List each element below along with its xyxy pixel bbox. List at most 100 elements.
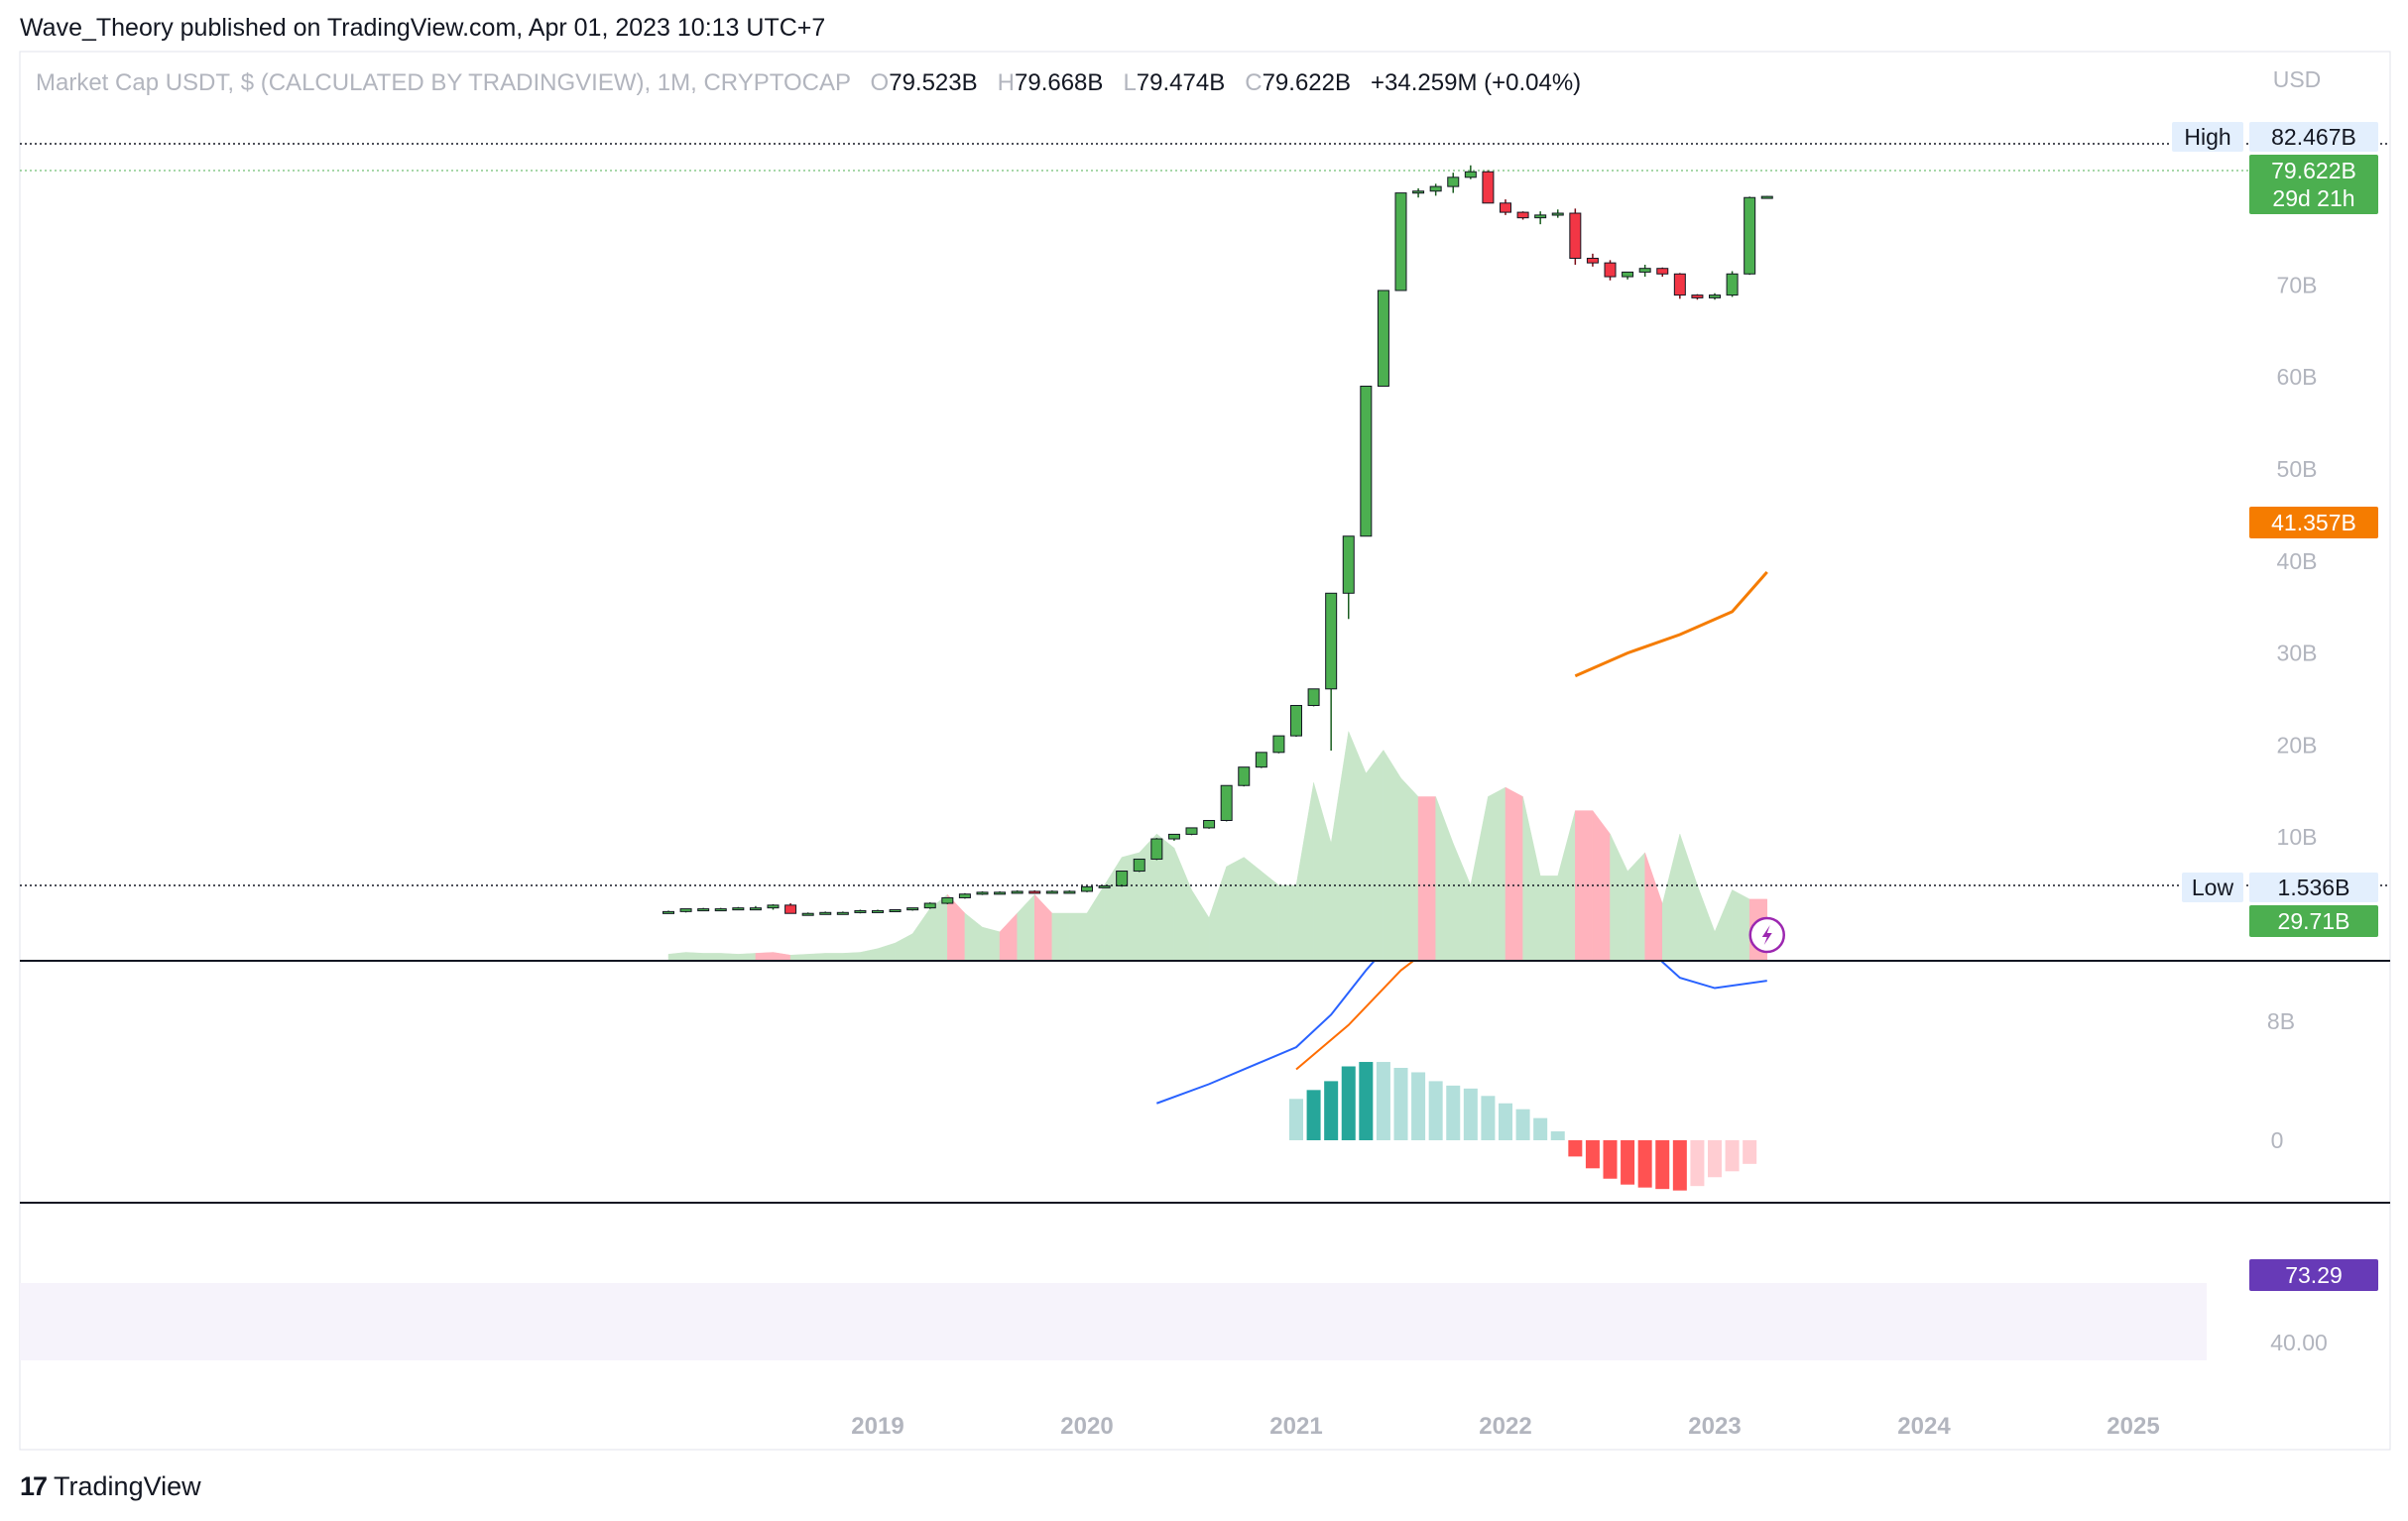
candle-body xyxy=(1656,268,1669,275)
time-axis-tick: 2020 xyxy=(1060,1413,1113,1440)
macd-histogram-bar xyxy=(1306,1090,1321,1140)
last-price-box xyxy=(2249,155,2378,214)
chart-frame xyxy=(19,51,2391,1451)
macd-histogram-bar xyxy=(1690,1140,1705,1187)
countdown-label: 29d 21h xyxy=(2272,185,2354,211)
last-price-label: 79.622B xyxy=(2271,158,2356,183)
candle-body xyxy=(1673,273,1686,296)
lightning-bolt-icon xyxy=(1761,925,1772,945)
candle-body xyxy=(1203,819,1216,829)
candle-body xyxy=(941,896,954,904)
macd-axis-tick: 0 xyxy=(2271,1127,2284,1153)
candle-body xyxy=(1272,735,1285,754)
macd-histogram-bar xyxy=(1708,1140,1722,1178)
rsi-layer xyxy=(20,1283,2207,1360)
volume-area-segment xyxy=(982,926,1001,961)
volume-area-segment xyxy=(1522,796,1541,961)
high-badge-value: 82.467B xyxy=(2271,124,2356,150)
candle-body xyxy=(1412,190,1425,194)
volume-area-segment xyxy=(1330,731,1349,961)
signal-line xyxy=(1295,961,1415,1071)
candle-body xyxy=(889,909,902,913)
macd-layer xyxy=(1155,961,1767,1191)
candle-body xyxy=(1429,185,1442,192)
candle-body xyxy=(1482,171,1495,204)
volume-area-segment xyxy=(1732,889,1750,961)
macd-histogram-bar xyxy=(1481,1096,1496,1140)
macd-histogram-bar xyxy=(1393,1067,1408,1140)
time-axis-tick: 2021 xyxy=(1269,1413,1322,1440)
volume-area-segment xyxy=(1034,893,1053,961)
low-label: L xyxy=(1123,69,1137,96)
low-badge-value: 1.536B xyxy=(2278,875,2350,900)
macd-histogram-bar xyxy=(1463,1088,1478,1140)
candle-body xyxy=(784,904,797,914)
high-badge-label-bg xyxy=(2172,122,2243,152)
volume-area-segment xyxy=(1626,852,1645,961)
volume-area-segment xyxy=(895,933,913,961)
volume-area-segment xyxy=(738,953,757,961)
change-value: +34.259M (+0.04%) xyxy=(1371,69,1582,96)
volume-area-segment xyxy=(1261,871,1279,961)
candle-body xyxy=(819,911,832,915)
candle-body xyxy=(662,910,674,914)
price-axis-tick: 10B xyxy=(2277,824,2318,850)
close-label: C xyxy=(1245,69,1263,96)
time-axis-tick: 2023 xyxy=(1688,1413,1741,1440)
candle-body xyxy=(1744,196,1756,275)
macd-histogram-bar xyxy=(1585,1140,1600,1169)
candle-body xyxy=(1116,871,1129,886)
macd-histogram-bar xyxy=(1655,1140,1670,1190)
axes-layer: 10B 20B 30B 40B 50B 60B 70B USD High 82.467B Low 1.… xyxy=(20,66,2390,1440)
volume-area-segment xyxy=(1366,749,1385,961)
volume-area-segment xyxy=(1295,782,1314,961)
price-axis-tick: 60B xyxy=(2277,364,2318,390)
candle-body xyxy=(1709,294,1721,298)
macd-histogram-bar xyxy=(1341,1066,1356,1140)
volume-area-segment xyxy=(1644,852,1663,961)
open-label: O xyxy=(870,69,890,96)
volume-area-segment xyxy=(1679,834,1698,961)
candle-body xyxy=(1220,784,1233,821)
volume-area-segment xyxy=(1383,749,1401,961)
candle-body xyxy=(1133,858,1145,873)
volume-area-segment xyxy=(842,952,861,961)
candle-body xyxy=(1464,171,1477,178)
rsi-value-label-bg xyxy=(2249,1259,2378,1291)
high-label: H xyxy=(997,69,1015,96)
volume-area-segment xyxy=(1348,731,1367,961)
volume-area-segment xyxy=(1278,884,1297,961)
low-badge-label-bg xyxy=(2182,873,2243,902)
candle-body xyxy=(836,911,849,915)
volume-area-segment xyxy=(1714,889,1733,961)
macd-histogram-bar xyxy=(1550,1131,1565,1140)
candle-body xyxy=(714,908,727,912)
volume-area-segment xyxy=(1051,912,1070,961)
currency-label: USD xyxy=(2273,66,2322,92)
volume-area-segment xyxy=(1226,857,1245,961)
ema-line xyxy=(1574,570,1768,678)
candle-body xyxy=(1307,688,1320,706)
candle-body xyxy=(1500,202,1511,213)
tradingview-brand[interactable]: 17 TradingView xyxy=(20,1471,201,1502)
volume-area-segment xyxy=(1017,893,1035,961)
volume-area-segment xyxy=(1244,857,1263,961)
macd-histogram-bar xyxy=(1324,1081,1339,1140)
low-badge-label: Low xyxy=(2192,875,2234,900)
candle-body xyxy=(1622,271,1634,278)
candle-body xyxy=(1447,176,1460,187)
macd-histogram-bar xyxy=(1621,1140,1635,1185)
price-axis-tick: 20B xyxy=(2277,732,2318,758)
volume-area-segment xyxy=(1697,884,1716,961)
macd-histogram-bar xyxy=(1533,1117,1548,1140)
candle-body xyxy=(1011,890,1023,894)
macd-line xyxy=(1155,961,1767,1105)
volume-area-segment xyxy=(1191,888,1210,961)
volume-area-segment xyxy=(860,948,879,961)
macd-histogram-bar xyxy=(1446,1085,1461,1140)
candle-body xyxy=(1185,827,1198,835)
candle-body xyxy=(801,912,814,916)
candle-body xyxy=(1150,838,1163,860)
ema-value-label: 41.357B xyxy=(2271,510,2356,535)
